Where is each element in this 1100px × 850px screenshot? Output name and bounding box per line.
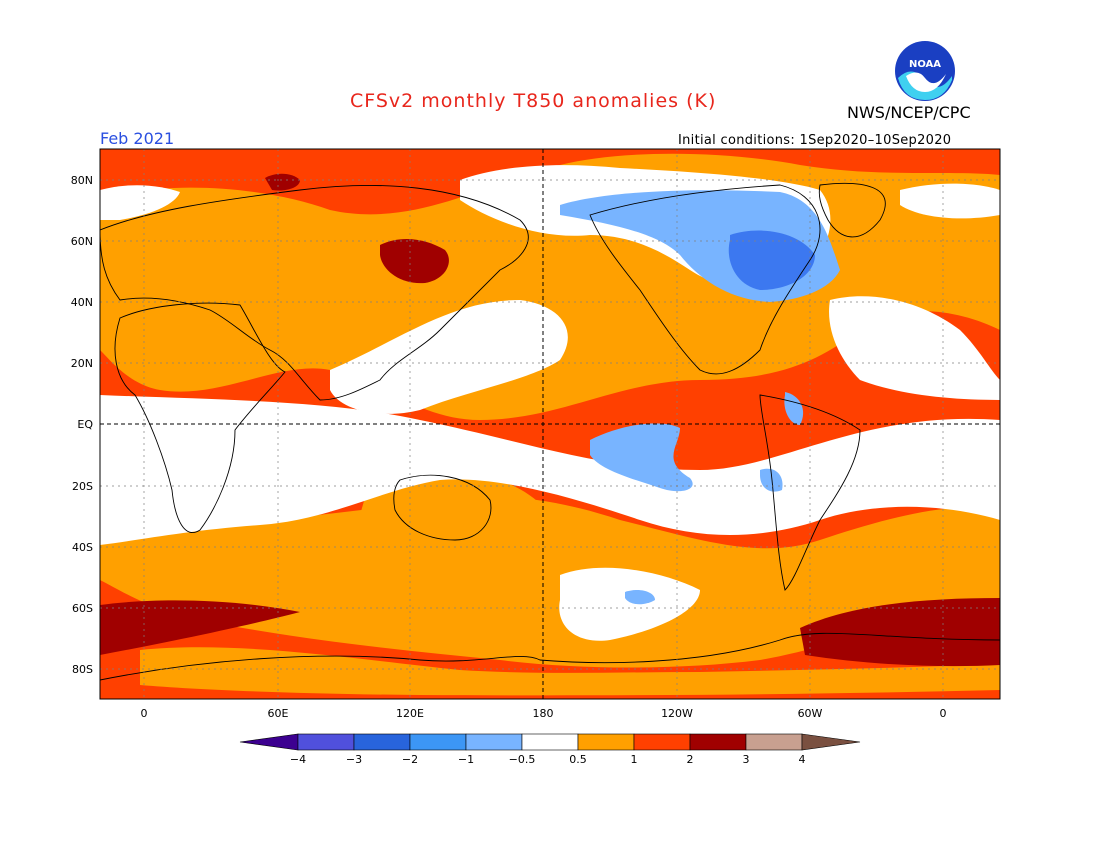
lat-label: 20N	[71, 357, 93, 370]
map-title: CFSv2 monthly T850 anomalies (K)	[350, 90, 717, 112]
noaa-logo-icon: NOAA	[895, 41, 955, 101]
lat-label: 40S	[72, 541, 93, 554]
colorbar-segment	[689, 733, 747, 751]
lat-label: 60S	[72, 602, 93, 615]
colorbar-segment	[353, 733, 411, 751]
lon-label: 0	[141, 707, 148, 720]
anomaly-region	[800, 598, 1000, 667]
valid-month-label: Feb 2021	[100, 129, 175, 148]
noaa-logo-text: NOAA	[909, 59, 941, 70]
anomaly-region	[140, 647, 1000, 696]
colorbar-legend: −4 −3 −2 −1 −0.5 0.5 1 2 3 4	[239, 733, 861, 766]
coastline-australia	[393, 474, 492, 541]
colorbar-tick-label: 3	[743, 753, 750, 766]
neutral-region	[900, 183, 1000, 219]
colorbar-min-arrow	[239, 733, 299, 751]
neutral-region	[330, 300, 568, 414]
coastline-africa	[114, 302, 286, 533]
cool-region	[590, 423, 693, 492]
lon-label: 120E	[396, 707, 424, 720]
lon-label: 0	[940, 707, 947, 720]
lon-label: 180	[533, 707, 554, 720]
colorbar-segment	[465, 733, 523, 751]
colorbar-segment	[297, 733, 355, 751]
cool-region	[784, 392, 804, 425]
neutral-region	[100, 185, 180, 220]
colorbar-tick-label: 2	[687, 753, 694, 766]
colorbar-segment	[745, 733, 803, 751]
lon-label: 60W	[798, 707, 823, 720]
neutral-region	[559, 567, 700, 641]
map-frame	[99, 148, 1001, 700]
coastline-antarctica	[100, 632, 1000, 681]
cool-region	[760, 468, 783, 492]
anomaly-region	[380, 238, 449, 284]
colorbar-tick-label: 0.5	[569, 753, 587, 766]
coastlines	[100, 182, 1000, 681]
colorbar-tick-label: −3	[346, 753, 362, 766]
colorbar-segment	[577, 733, 635, 751]
lat-label: 20S	[72, 480, 93, 493]
lat-label: 80N	[71, 174, 93, 187]
graticule	[100, 149, 1000, 699]
lon-label: 60E	[268, 707, 289, 720]
lat-label: 80S	[72, 663, 93, 676]
agency-label: NWS/NCEP/CPC	[847, 103, 971, 122]
colorbar-tick-label: −4	[290, 753, 306, 766]
colorbar-tick-label: −2	[402, 753, 418, 766]
initial-conditions-label: Initial conditions: 1Sep2020–10Sep2020	[678, 133, 952, 148]
cool-region	[625, 589, 655, 605]
neutral-region	[100, 395, 1000, 545]
anomaly-region	[100, 600, 300, 655]
lat-label: 60N	[71, 235, 93, 248]
lat-label: EQ	[77, 418, 93, 431]
cool-region	[728, 230, 815, 290]
colorbar-segment	[409, 733, 467, 751]
colorbar-segment	[633, 733, 691, 751]
reference-lines	[100, 149, 1000, 699]
colorbar-max-arrow	[801, 733, 861, 751]
colorbar-tick-label: −1	[458, 753, 474, 766]
colorbar-tick-label: 4	[799, 753, 806, 766]
lat-label: 40N	[71, 296, 93, 309]
coastline-greenland	[818, 182, 886, 238]
lat-labels: 80N 60N 40N 20N EQ 20S 40S 60S 80S	[71, 174, 94, 676]
colorbar-tick-label: 1	[631, 753, 638, 766]
anomaly-region	[265, 173, 300, 191]
lon-label: 120W	[661, 707, 693, 720]
lon-labels: 0 60E 120E 180 120W 60W 0	[141, 707, 947, 720]
anomaly-region	[100, 496, 1000, 668]
colorbar-tick-label: −0.5	[509, 753, 536, 766]
coastline-south-america	[759, 394, 861, 591]
colorbar-segment	[521, 733, 579, 751]
coastline-north-america	[589, 184, 821, 375]
coastline-eurasia	[100, 185, 529, 401]
neutral-region	[829, 296, 1000, 400]
